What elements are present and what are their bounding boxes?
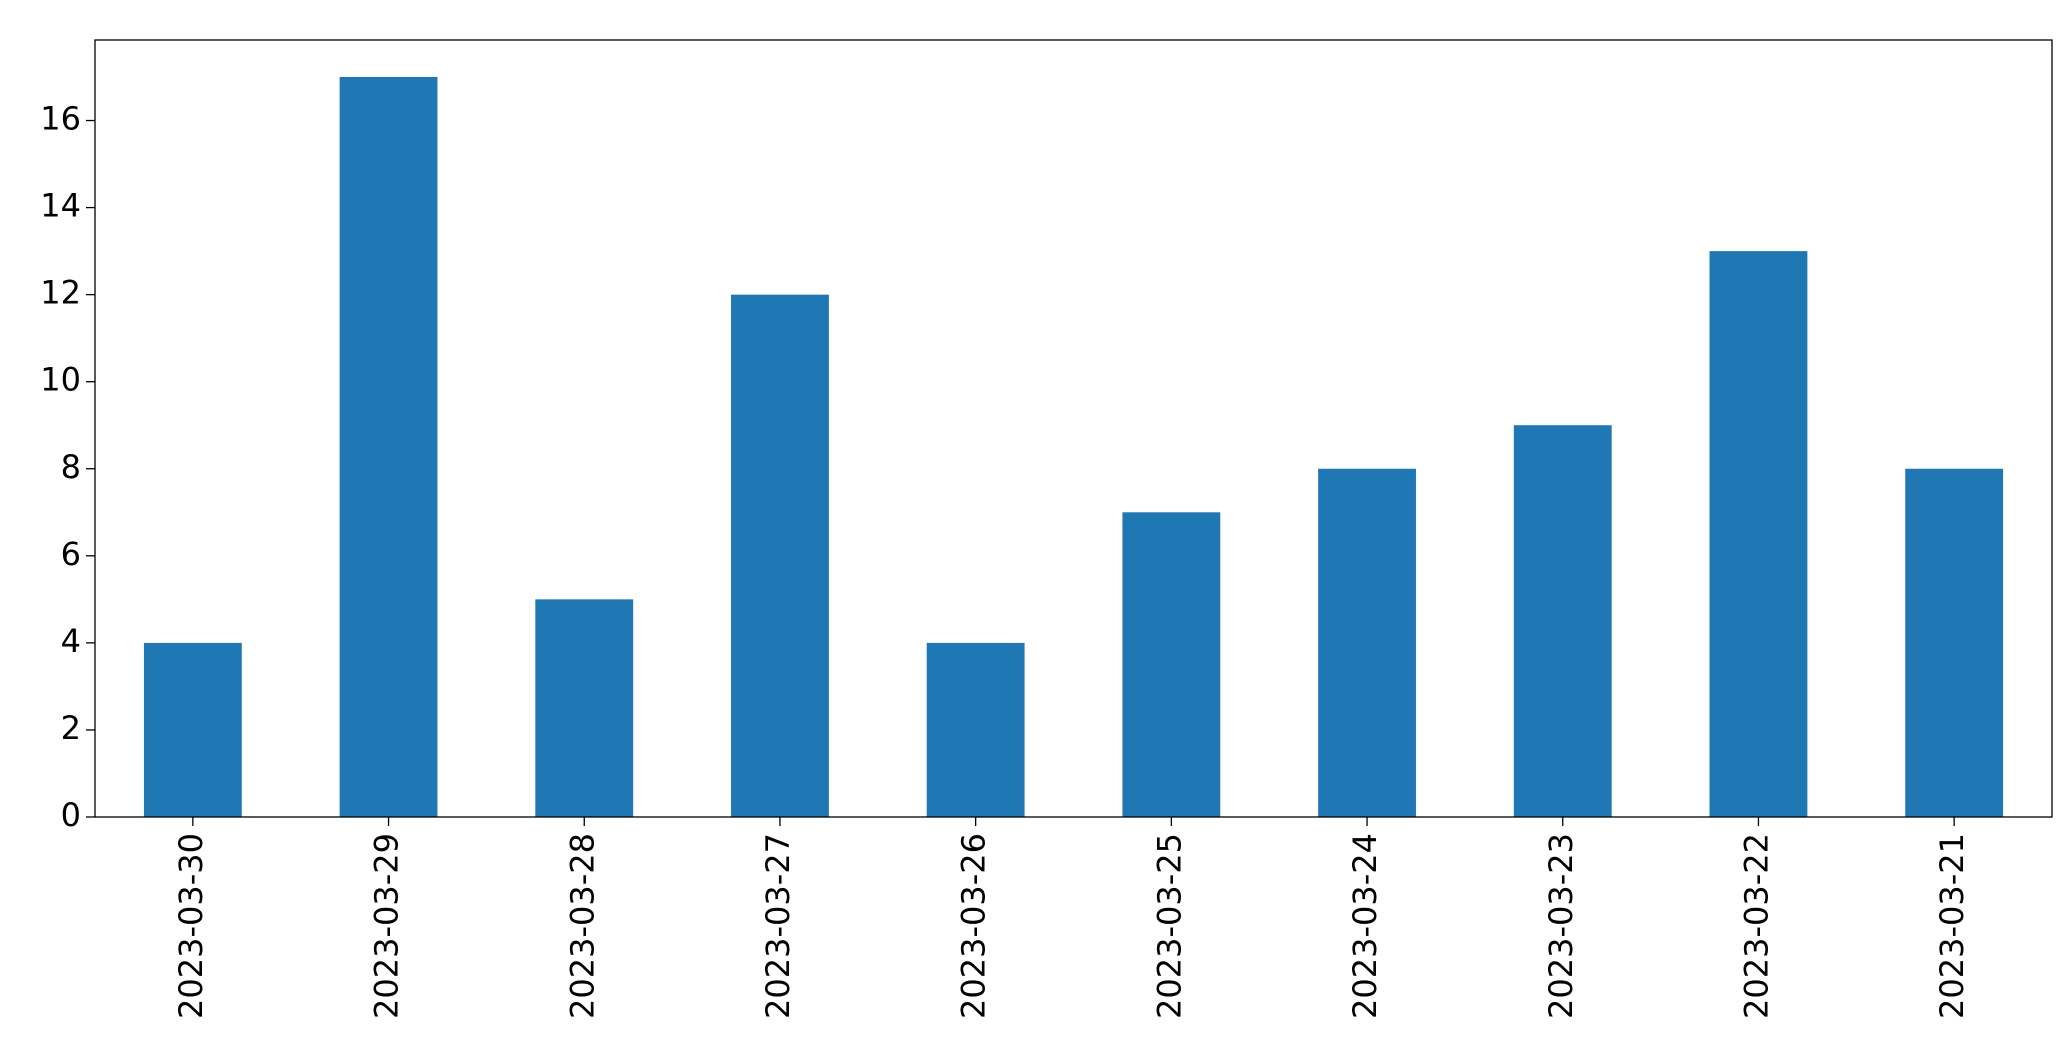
x-tick-label: 2023-03-22 [1737,833,1775,1019]
bar [926,642,1025,817]
y-tick-label: 10 [40,361,81,399]
x-tick-label: 2023-03-21 [1933,833,1971,1019]
x-tick-label: 2023-03-27 [759,833,797,1019]
x-tick-label: 2023-03-23 [1542,833,1580,1019]
bar [1122,512,1221,817]
x-tick-label: 2023-03-28 [563,833,601,1019]
x-tick-label: 2023-03-24 [1346,833,1384,1019]
y-tick-label: 2 [61,709,81,747]
bar [1318,468,1416,817]
x-tick-label: 2023-03-30 [172,833,210,1019]
y-tick-label: 4 [61,622,81,660]
x-tick-label: 2023-03-29 [368,833,406,1019]
bar [731,294,829,817]
plot-frame [94,39,2053,818]
y-tick-label: 16 [40,100,81,138]
y-tick-label: 0 [61,796,81,834]
bar [143,642,242,817]
x-tick-label: 2023-03-26 [955,833,993,1019]
bar [1709,251,1808,817]
bar [339,77,438,817]
bar [1513,425,1612,817]
y-tick-label: 8 [61,448,81,486]
x-tick-label: 2023-03-25 [1150,833,1188,1019]
y-tick-label: 14 [40,187,81,225]
bar [1905,468,2004,817]
y-tick-label: 12 [40,274,81,312]
bar [535,599,634,817]
y-tick-label: 6 [61,535,81,573]
